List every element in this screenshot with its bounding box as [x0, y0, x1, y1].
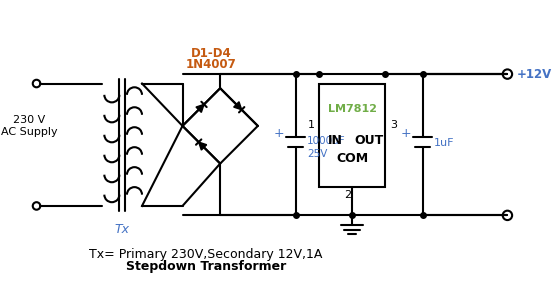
- Text: LM7812: LM7812: [327, 105, 376, 114]
- Polygon shape: [234, 102, 241, 110]
- Text: 1N4007: 1N4007: [185, 58, 236, 71]
- FancyBboxPatch shape: [319, 83, 385, 187]
- Text: 1uF: 1uF: [434, 138, 455, 148]
- Text: 3: 3: [390, 120, 397, 130]
- Text: COM: COM: [336, 152, 368, 165]
- Text: 1000uF: 1000uF: [307, 136, 345, 146]
- Polygon shape: [199, 142, 206, 150]
- Text: Stepdown Transformer: Stepdown Transformer: [126, 260, 286, 273]
- Text: +12V: +12V: [517, 68, 552, 81]
- Text: 230 V
AC Supply: 230 V AC Supply: [1, 115, 57, 137]
- Text: +: +: [400, 127, 411, 140]
- Text: +: +: [273, 127, 284, 140]
- Text: 25V: 25V: [307, 149, 327, 159]
- Text: IN: IN: [328, 134, 343, 147]
- Text: Tx= Primary 230V,Secondary 12V,1A: Tx= Primary 230V,Secondary 12V,1A: [89, 248, 323, 261]
- Text: Tx: Tx: [115, 223, 130, 236]
- Text: OUT: OUT: [354, 134, 383, 147]
- Text: 1: 1: [307, 120, 314, 130]
- Polygon shape: [196, 105, 204, 112]
- Text: D1-D4: D1-D4: [190, 47, 231, 60]
- Text: 2: 2: [344, 190, 351, 200]
